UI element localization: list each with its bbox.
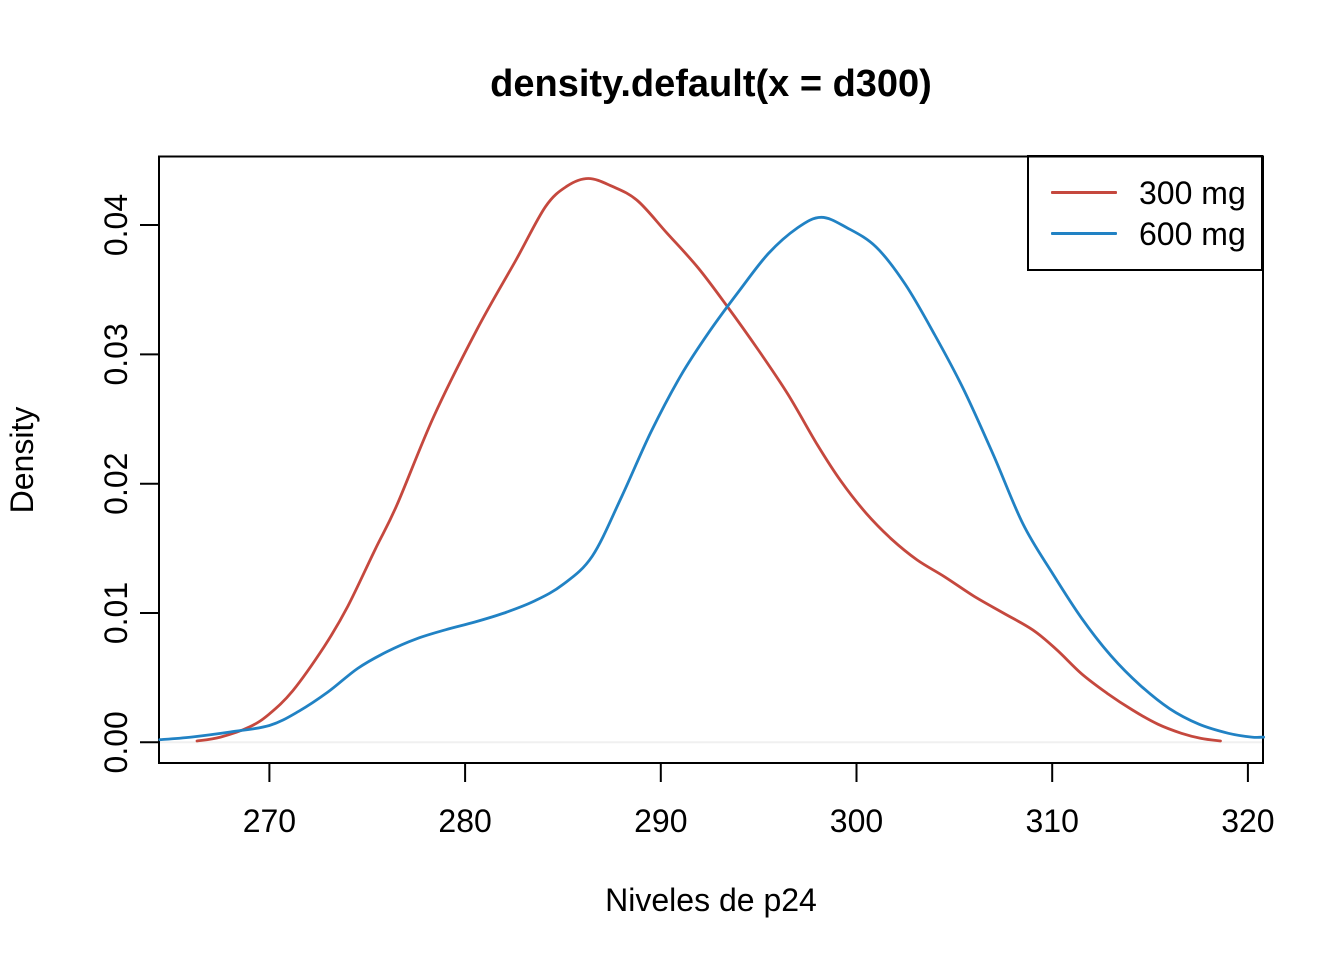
y-axis-title: Density [4, 407, 40, 514]
legend: 300 mg 600 mg [1027, 155, 1263, 271]
x-axis-title: Niveles de p24 [605, 882, 817, 918]
x-tick-label: 320 [1221, 803, 1274, 839]
legend-label-300mg: 300 mg [1139, 174, 1246, 211]
y-tick-label: 0.03 [98, 323, 134, 385]
y-tick-label: 0.04 [98, 194, 134, 256]
x-tick-label: 310 [1026, 803, 1079, 839]
legend-item-300mg: 300 mg [1029, 177, 1261, 209]
y-tick-label: 0.02 [98, 453, 134, 515]
axes-layer: 270 280 290 300 310 320 0.00 0.01 0.02 0.03 0.04 [98, 155, 1275, 839]
y-tick-label: 0.01 [98, 582, 134, 644]
density-curve-300mg [195, 177, 1222, 743]
x-tick-label: 300 [830, 803, 883, 839]
x-tick-label: 290 [634, 803, 687, 839]
legend-label-600mg: 600 mg [1139, 215, 1246, 252]
x-tick-label: 280 [438, 803, 491, 839]
legend-item-600mg: 600 mg [1029, 218, 1261, 250]
x-tick-label: 270 [243, 803, 296, 839]
chart-title: density.default(x = d300) [490, 63, 932, 105]
curves-layer [158, 177, 1265, 743]
density-curve-600mg [158, 215, 1265, 742]
legend-line-swatch-600mg [1051, 232, 1117, 235]
legend-line-swatch-300mg [1051, 191, 1117, 194]
plot-border [158, 155, 1264, 764]
y-tick-label: 0.00 [98, 711, 134, 773]
